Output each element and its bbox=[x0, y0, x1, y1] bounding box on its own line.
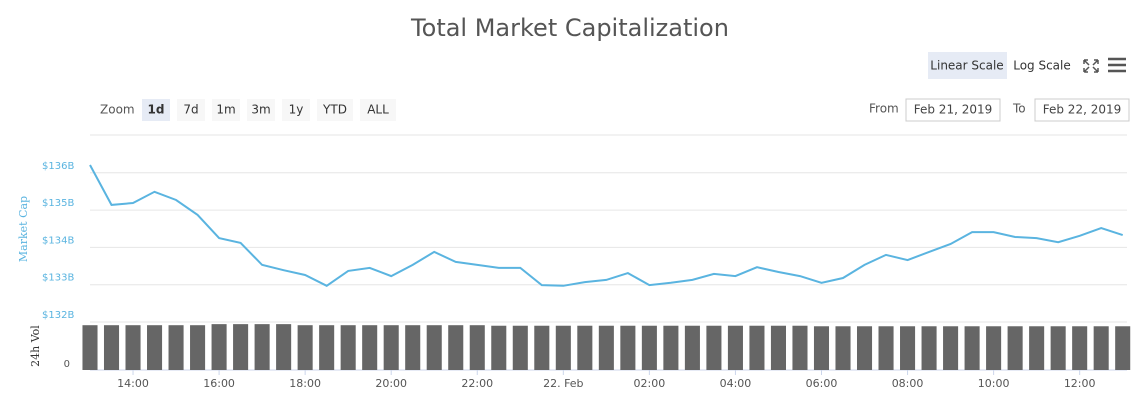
y-tick-label: $134B bbox=[42, 235, 74, 246]
volume-bar bbox=[469, 325, 485, 370]
volume-bar bbox=[921, 326, 937, 370]
volume-bar bbox=[103, 325, 120, 370]
volume-bar bbox=[254, 324, 270, 370]
volume-bar bbox=[856, 326, 873, 370]
volume-bar bbox=[684, 325, 700, 370]
zoom-button-label[interactable]: 1y bbox=[289, 103, 304, 117]
volume-bar bbox=[706, 325, 722, 370]
volume-bar bbox=[448, 325, 464, 370]
volume-bar bbox=[276, 324, 292, 370]
zoom-button[interactable] bbox=[282, 99, 310, 121]
volume-bar bbox=[190, 325, 206, 370]
volume-bar bbox=[426, 325, 442, 370]
volume-bar bbox=[211, 324, 227, 370]
zoom-button-label[interactable]: ALL bbox=[367, 103, 389, 117]
volume-bar bbox=[362, 325, 378, 370]
volume-bar bbox=[405, 325, 421, 370]
to-input[interactable] bbox=[1034, 98, 1130, 122]
x-tick-label: 04:00 bbox=[720, 377, 752, 390]
volume-bar bbox=[555, 325, 571, 370]
volume-bar bbox=[986, 326, 1002, 370]
zoom-button[interactable] bbox=[212, 99, 240, 121]
linear-scale-label[interactable]: Linear Scale bbox=[930, 59, 1003, 73]
volume-bar bbox=[1072, 326, 1088, 370]
x-tick-label: 18:00 bbox=[289, 377, 321, 390]
volume-bar bbox=[878, 326, 894, 370]
zoom-label: Zoom bbox=[100, 103, 135, 117]
zoom-button[interactable] bbox=[360, 99, 396, 121]
zoom-button-label[interactable]: 1m bbox=[216, 103, 235, 117]
log-scale-label[interactable]: Log Scale bbox=[1013, 59, 1071, 73]
zoom-button-label[interactable]: YTD bbox=[322, 103, 347, 117]
x-tick-label: 16:00 bbox=[203, 377, 235, 390]
volume-bar bbox=[1115, 326, 1131, 370]
volume-bar bbox=[534, 325, 550, 370]
zoom-button[interactable] bbox=[177, 99, 205, 121]
volume-bar bbox=[340, 325, 356, 370]
from-date[interactable]: Feb 21, 2019 bbox=[914, 103, 993, 117]
volume-bar bbox=[749, 325, 765, 370]
x-tick-label: 06:00 bbox=[806, 377, 838, 390]
x-tick-label: 12:00 bbox=[1064, 377, 1096, 390]
y2-axis-title: 24h Vol bbox=[29, 325, 42, 367]
zoom-button-label[interactable]: 3m bbox=[251, 103, 270, 117]
y-tick-label: $132B bbox=[42, 310, 74, 321]
volume-bar bbox=[598, 325, 614, 370]
volume-bar bbox=[491, 325, 507, 370]
volume-bar bbox=[1093, 326, 1109, 370]
volume-bar bbox=[125, 325, 141, 370]
price-line bbox=[89, 164, 1124, 287]
volume-bar bbox=[620, 325, 636, 370]
volume-bar bbox=[233, 324, 249, 370]
volume-bar bbox=[1029, 326, 1045, 370]
volume-bar bbox=[168, 325, 184, 370]
x-tick-label: 02:00 bbox=[634, 377, 666, 390]
zoom-button-label[interactable]: 7d bbox=[183, 103, 198, 117]
volume-bar bbox=[512, 325, 528, 370]
volume-bar bbox=[964, 326, 980, 370]
volume-bar bbox=[943, 326, 959, 370]
volume-bar bbox=[813, 326, 830, 370]
volume-bar bbox=[82, 325, 98, 370]
from-label: From bbox=[869, 102, 899, 116]
to-date[interactable]: Feb 22, 2019 bbox=[1043, 103, 1122, 117]
volume-bar bbox=[835, 326, 851, 370]
x-tick-label: 14:00 bbox=[117, 377, 149, 390]
volume-bar bbox=[297, 325, 313, 370]
from-input[interactable] bbox=[905, 98, 1001, 122]
volume-bar bbox=[383, 325, 399, 370]
zoom-button[interactable] bbox=[247, 99, 275, 121]
y-axis-title: Market Cap bbox=[17, 196, 30, 262]
zoom-button-label[interactable]: 1d bbox=[148, 103, 165, 117]
y-tick-label: $135B bbox=[42, 198, 74, 209]
x-tick-label: 20:00 bbox=[375, 377, 407, 390]
x-tick-label: 08:00 bbox=[892, 377, 924, 390]
x-tick-label: 22. Feb bbox=[543, 377, 583, 390]
y2-tick-label: 0 bbox=[64, 359, 70, 370]
volume-bar bbox=[641, 325, 657, 370]
menu-icon[interactable] bbox=[1108, 57, 1126, 73]
y-tick-label: $133B bbox=[42, 273, 74, 284]
volume-bar bbox=[577, 325, 593, 370]
x-tick-label: 22:00 bbox=[461, 377, 493, 390]
zoom-button[interactable] bbox=[142, 99, 170, 121]
chart-title: Total Market Capitalization bbox=[410, 14, 729, 42]
volume-bar bbox=[770, 325, 786, 370]
fullscreen-icon[interactable] bbox=[1083, 59, 1099, 73]
to-label: To bbox=[1012, 102, 1026, 116]
zoom-button[interactable] bbox=[317, 99, 353, 121]
volume-bar bbox=[663, 325, 679, 370]
volume-bar bbox=[147, 325, 163, 370]
y-tick-label: $136B bbox=[42, 161, 74, 172]
volume-bar bbox=[1007, 326, 1023, 370]
volume-bar bbox=[900, 326, 916, 370]
volume-bar bbox=[319, 325, 335, 370]
x-tick-label: 10:00 bbox=[978, 377, 1010, 390]
linear-scale-button[interactable] bbox=[928, 52, 1007, 79]
volume-bar bbox=[727, 325, 743, 370]
volume-bar bbox=[1050, 326, 1066, 370]
volume-bar bbox=[792, 325, 808, 370]
